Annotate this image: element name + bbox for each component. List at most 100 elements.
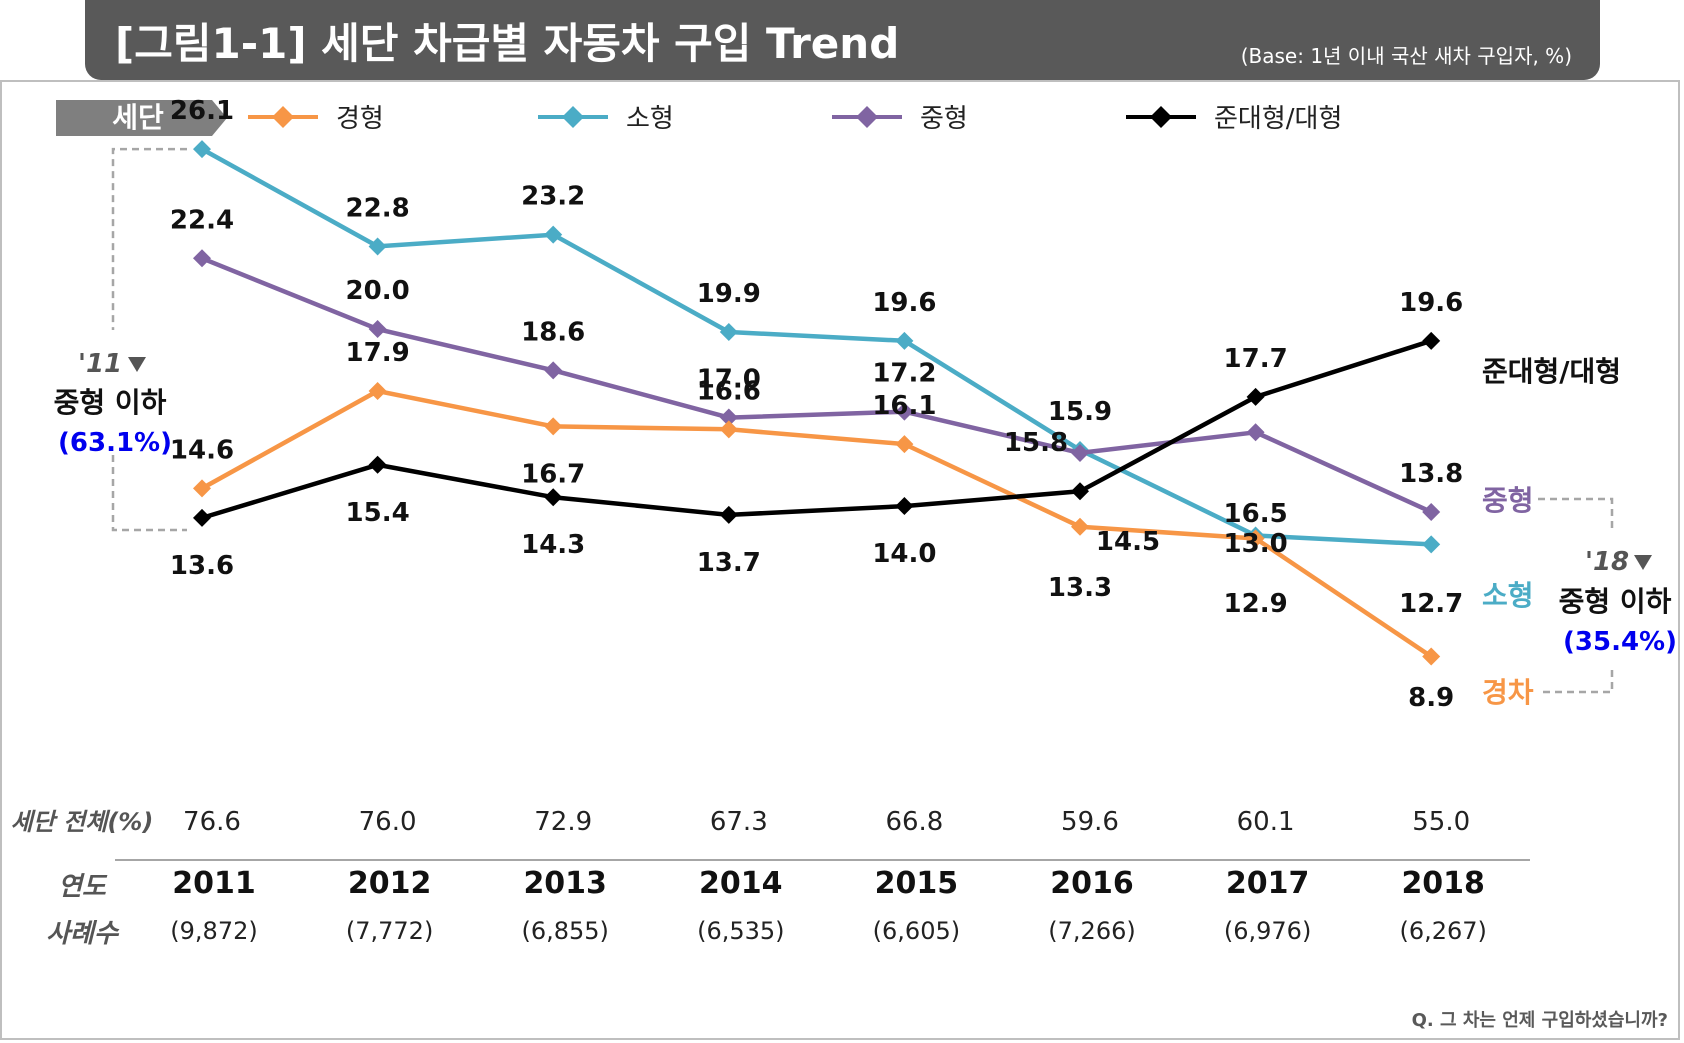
right-annotation-text: 중형 이하 bbox=[1559, 585, 1672, 618]
legend-marker-1 bbox=[562, 106, 584, 128]
chart-title: [그림1-1] 세단 차급별 자동차 구입 Trend bbox=[115, 19, 900, 68]
end-label-light: 경차 bbox=[1482, 676, 1534, 709]
data-label-3-4: 14.0 bbox=[872, 539, 936, 569]
right-annotation-value: (35.4%) bbox=[1563, 627, 1677, 657]
data-point-0-3 bbox=[719, 420, 738, 439]
data-point-2-3 bbox=[719, 408, 738, 427]
data-point-2-1 bbox=[368, 320, 387, 339]
data-point-2-7 bbox=[1422, 502, 1441, 521]
right-bracket-bottom bbox=[1538, 670, 1614, 694]
x-tick-0: 2011 bbox=[172, 866, 256, 901]
data-point-1-2 bbox=[544, 225, 563, 244]
data-label-1-1: 22.8 bbox=[346, 193, 410, 223]
data-label-1-0: 26.1 bbox=[170, 96, 234, 126]
cases-cell-6: (6,976) bbox=[1224, 917, 1311, 945]
legend-marker-2 bbox=[856, 106, 878, 128]
end-label-small: 소형 bbox=[1482, 579, 1534, 612]
data-label-2-0: 22.4 bbox=[170, 205, 234, 235]
data-point-0-4 bbox=[895, 435, 914, 454]
cases-cell-2: (6,855) bbox=[521, 917, 608, 945]
legend-tag: 세단 bbox=[112, 101, 164, 134]
data-label-1-6: 13.0 bbox=[1224, 529, 1288, 559]
data-point-2-6 bbox=[1246, 423, 1265, 442]
x-tick-6: 2017 bbox=[1226, 866, 1310, 901]
legend-tag-box bbox=[56, 100, 227, 136]
data-label-0-4: 16.1 bbox=[872, 391, 936, 421]
data-point-0-7 bbox=[1422, 647, 1441, 666]
data-point-1-1 bbox=[368, 237, 387, 256]
cases-cell-4: (6,605) bbox=[873, 917, 960, 945]
data-label-0-2: 16.7 bbox=[521, 459, 585, 489]
total-cell-5: 59.6 bbox=[1061, 807, 1119, 837]
data-label-2-4: 17.2 bbox=[872, 359, 936, 389]
total-cell-1: 76.0 bbox=[359, 807, 417, 837]
data-label-0-3: 16.6 bbox=[697, 376, 761, 406]
data-point-0-6 bbox=[1246, 529, 1265, 548]
data-point-2-0 bbox=[193, 249, 211, 268]
cases-row-label: 사례수 bbox=[46, 919, 120, 949]
right-annotation-arrow bbox=[1634, 555, 1652, 570]
data-point-3-3 bbox=[719, 505, 738, 524]
data-label-0-7: 8.9 bbox=[1408, 683, 1454, 713]
left-annotation-value: (63.1%) bbox=[58, 428, 172, 458]
left-annotation-arrow bbox=[128, 357, 146, 372]
data-point-1-4 bbox=[895, 331, 914, 350]
data-label-2-1: 20.0 bbox=[346, 276, 410, 306]
total-row-label: 세단 전체(%) bbox=[11, 808, 154, 836]
total-cell-6: 60.1 bbox=[1237, 807, 1295, 837]
cases-cell-5: (7,266) bbox=[1048, 917, 1135, 945]
left-annotation-year: '11 bbox=[78, 349, 122, 379]
data-label-3-2: 14.3 bbox=[521, 530, 585, 560]
data-label-2-7: 13.8 bbox=[1399, 459, 1463, 489]
end-label-mid: 중형 bbox=[1482, 484, 1534, 517]
cases-cell-0: (9,872) bbox=[170, 917, 257, 945]
footnote: Q. 그 차는 언제 구입하셨습니까? bbox=[1411, 1010, 1668, 1031]
legend-label-3: 준대형/대형 bbox=[1214, 104, 1342, 134]
cases-cell-7: (6,267) bbox=[1399, 917, 1486, 945]
data-label-0-1: 17.9 bbox=[346, 338, 410, 368]
series-line-1 bbox=[200, 147, 1432, 547]
legend-marker-0 bbox=[272, 106, 294, 128]
series-line-0 bbox=[200, 388, 1433, 659]
data-label-2-3: 17.0 bbox=[697, 365, 761, 395]
data-point-1-0 bbox=[193, 140, 211, 159]
data-point-0-0 bbox=[193, 479, 211, 498]
data-label-0-0: 14.6 bbox=[170, 435, 234, 465]
x-tick-7: 2018 bbox=[1401, 866, 1485, 901]
data-point-3-5 bbox=[1071, 482, 1089, 501]
end-label-large: 준대형/대형 bbox=[1482, 355, 1621, 388]
data-label-1-5: 15.9 bbox=[1048, 397, 1112, 427]
data-label-1-7: 12.7 bbox=[1399, 589, 1463, 619]
x-tick-1: 2012 bbox=[348, 866, 432, 901]
data-label-1-4: 19.6 bbox=[872, 288, 936, 318]
total-cell-7: 55.0 bbox=[1412, 807, 1470, 837]
data-label-2-2: 18.6 bbox=[521, 317, 585, 347]
data-label-3-7: 19.6 bbox=[1399, 288, 1463, 318]
data-label-1-2: 23.2 bbox=[521, 182, 585, 212]
data-label-0-5: 13.3 bbox=[1048, 573, 1112, 603]
year-row-label: 연도 bbox=[58, 872, 108, 902]
chart-frame bbox=[0, 80, 1680, 1040]
cases-cell-3: (6,535) bbox=[697, 917, 784, 945]
legend-label-0: 경형 bbox=[336, 104, 384, 134]
right-bracket-top bbox=[1538, 497, 1614, 530]
data-point-3-7 bbox=[1422, 331, 1441, 350]
data-label-2-6: 16.5 bbox=[1224, 499, 1288, 529]
series-line-3 bbox=[201, 338, 1432, 521]
x-tick-5: 2016 bbox=[1050, 866, 1134, 901]
data-point-0-1 bbox=[368, 382, 387, 400]
legend-marker-3 bbox=[1150, 106, 1172, 128]
data-label-3-6: 17.7 bbox=[1224, 344, 1288, 374]
base-note: (Base: 1년 이내 국산 새차 구입자, %) bbox=[1240, 44, 1572, 68]
data-point-3-6 bbox=[1246, 387, 1265, 406]
total-cell-4: 66.8 bbox=[885, 807, 943, 837]
x-tick-2: 2013 bbox=[523, 866, 607, 901]
data-point-3-1 bbox=[368, 455, 387, 474]
left-annotation-text: 중형 이하 bbox=[54, 386, 167, 419]
right-annotation-year: '18 bbox=[1585, 547, 1629, 577]
legend-label-2: 중형 bbox=[920, 104, 968, 134]
data-point-0-2 bbox=[544, 417, 563, 436]
title-bar: [그림1-1] 세단 차급별 자동차 구입 Trend (Base: 1년 이내… bbox=[85, 0, 1600, 80]
data-point-2-2 bbox=[544, 361, 563, 380]
